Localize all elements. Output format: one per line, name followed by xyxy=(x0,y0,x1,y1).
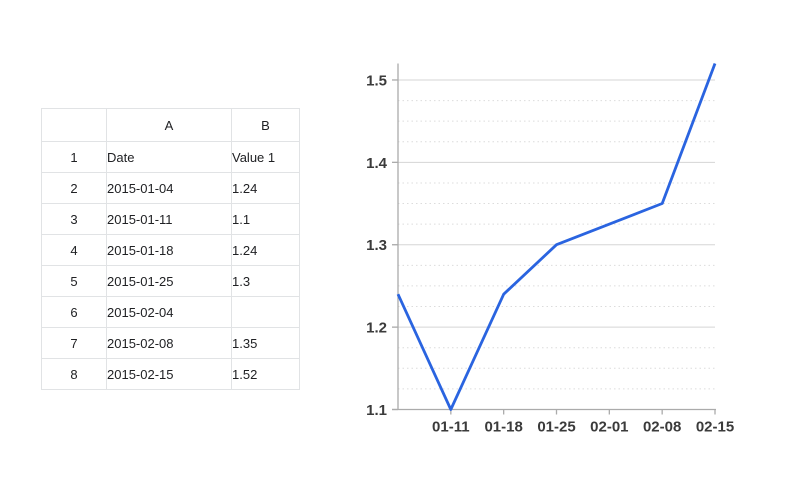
cell-column-b[interactable]: 1.1 xyxy=(231,203,300,235)
cell-column-a[interactable]: Date xyxy=(106,141,232,173)
table-row: 3 2015-01-11 1.1 xyxy=(41,203,300,235)
row-number[interactable]: 1 xyxy=(41,141,107,173)
table-row: 1 Date Value 1 xyxy=(41,141,300,173)
x-tick-label: 01-18 xyxy=(484,419,522,436)
table-row: 6 2015-02-04 xyxy=(41,296,300,328)
table-row: 2 2015-01-04 1.24 xyxy=(41,172,300,204)
row-number[interactable]: 3 xyxy=(41,203,107,235)
series-line xyxy=(396,63,717,411)
cell-column-a[interactable]: 2015-02-04 xyxy=(106,296,232,328)
cell-column-a[interactable]: 2015-01-18 xyxy=(106,234,232,266)
table-row: 5 2015-01-25 1.3 xyxy=(41,265,300,297)
y-tick-label: 1.5 xyxy=(366,72,387,89)
cell-column-a[interactable]: 2015-01-11 xyxy=(106,203,232,235)
x-tick-label: 02-15 xyxy=(696,419,734,436)
cell-column-b[interactable] xyxy=(231,296,300,328)
cell-column-b[interactable]: Value 1 xyxy=(231,141,300,173)
y-tick-label: 1.3 xyxy=(366,237,387,254)
spreadsheet: A B 1 Date Value 1 2 2015-01-04 1.24 3 2… xyxy=(41,108,300,390)
y-tick-label: 1.1 xyxy=(366,402,387,419)
cell-column-b[interactable]: 1.24 xyxy=(231,234,300,266)
x-tick-label: 02-01 xyxy=(590,419,628,436)
y-tick-label: 1.4 xyxy=(366,155,388,172)
x-tick-label: 02-08 xyxy=(643,419,681,436)
table-row: 8 2015-02-15 1.52 xyxy=(41,358,300,390)
cell-column-a[interactable]: 2015-02-15 xyxy=(106,358,232,390)
row-number[interactable]: 2 xyxy=(41,172,107,204)
y-tick-label: 1.2 xyxy=(366,320,387,337)
row-number[interactable]: 6 xyxy=(41,296,107,328)
cell-column-b[interactable]: 1.52 xyxy=(231,358,300,390)
table-row: 4 2015-01-18 1.24 xyxy=(41,234,300,266)
cell-column-b[interactable]: 1.35 xyxy=(231,327,300,359)
cell-column-a[interactable]: 2015-01-25 xyxy=(106,265,232,297)
cell-column-a[interactable]: 2015-01-04 xyxy=(106,172,232,204)
row-number[interactable]: 7 xyxy=(41,327,107,359)
select-all-corner[interactable] xyxy=(41,108,107,142)
sheet-body: 1 Date Value 1 2 2015-01-04 1.24 3 2015-… xyxy=(41,141,300,390)
row-number[interactable]: 8 xyxy=(41,358,107,390)
cell-column-b[interactable]: 1.3 xyxy=(231,265,300,297)
column-header-b[interactable]: B xyxy=(231,108,300,142)
x-tick-label: 01-11 xyxy=(432,419,470,436)
x-tick-label: 01-25 xyxy=(537,419,575,436)
cell-column-b[interactable]: 1.24 xyxy=(231,172,300,204)
